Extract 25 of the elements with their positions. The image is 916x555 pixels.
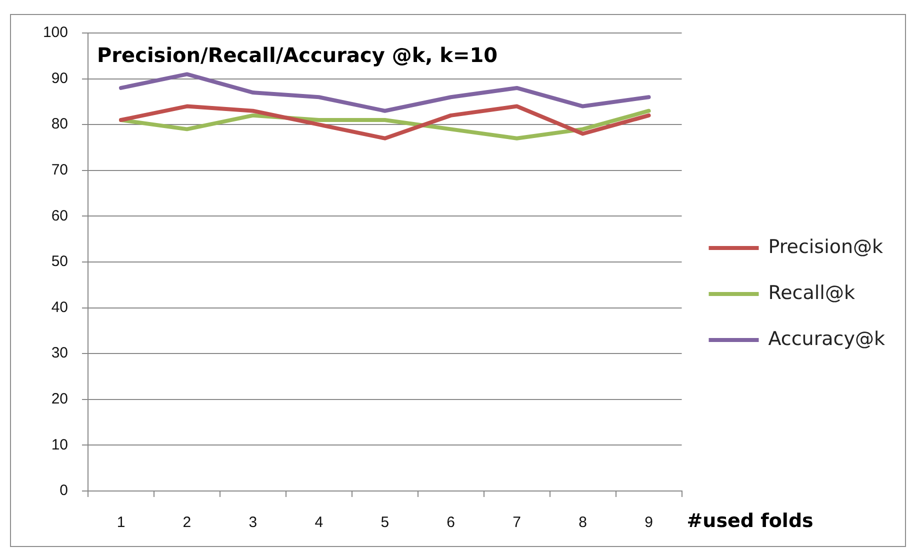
x-tick-label: 8 <box>578 514 587 532</box>
y-tick-label: 10 <box>51 436 68 454</box>
x-tick-label: 7 <box>512 514 521 532</box>
text: Precision/Recall/Accuracy @k, k=10 <box>97 43 498 68</box>
x-tick-label: 6 <box>446 514 456 532</box>
y-tick-label: 60 <box>51 207 68 224</box>
y-tick-label: 50 <box>51 253 68 270</box>
y-tick-label: 20 <box>51 390 68 408</box>
legend-label: Precision@k <box>768 236 884 258</box>
y-tick-label: 70 <box>51 162 68 179</box>
x-tick-label: 9 <box>644 514 653 532</box>
y-tick-label: 0 <box>60 482 68 500</box>
y-tick-label: 100 <box>42 24 68 42</box>
x-tick-label: 1 <box>116 514 126 532</box>
y-tick-label: 40 <box>51 298 68 316</box>
y-tick-label: 80 <box>51 116 68 133</box>
y-tick-label: 30 <box>51 344 68 362</box>
y-tick-label: 90 <box>51 70 68 87</box>
x-tick-label: 4 <box>314 514 324 532</box>
legend-label: Accuracy@k <box>768 328 886 350</box>
x-tick-label: 3 <box>248 514 258 532</box>
x-tick-label: 2 <box>182 514 192 532</box>
x-tick-label: 5 <box>380 514 390 532</box>
legend-label: Recall@k <box>768 282 855 304</box>
x-axis-title: #used folds <box>686 510 814 532</box>
